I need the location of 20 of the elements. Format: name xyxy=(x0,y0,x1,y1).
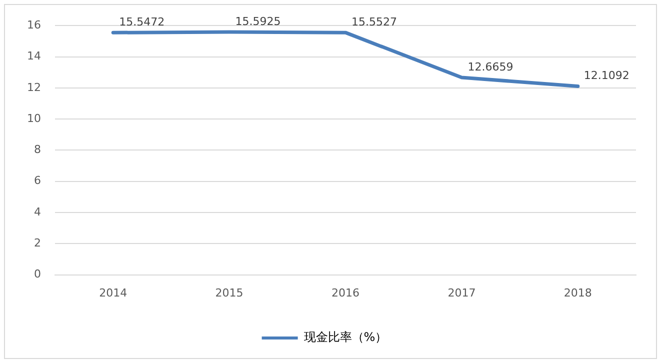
y-tick-label: 12 xyxy=(26,80,41,94)
y-tick-label: 4 xyxy=(34,205,41,218)
x-tick-label: 2014 xyxy=(99,286,128,300)
y-tick-label: 6 xyxy=(34,174,41,188)
y-tick-label: 16 xyxy=(26,18,41,32)
y-tick-label: 10 xyxy=(26,112,41,125)
y-tick-label: 14 xyxy=(26,50,41,63)
y-tick-label: 0 xyxy=(34,268,41,281)
x-tick-label: 2015 xyxy=(215,286,244,300)
data-label: 15.5472 xyxy=(119,16,165,29)
x-tick-label: 2016 xyxy=(332,286,360,300)
legend-label: 现金比率（%） xyxy=(304,330,388,344)
data-label: 15.5925 xyxy=(235,14,281,28)
data-label: 12.6659 xyxy=(468,60,514,74)
data-label: 12.1092 xyxy=(584,69,630,82)
y-tick-label: 2 xyxy=(34,236,41,250)
y-tick-label: 8 xyxy=(34,143,41,156)
x-tick-label: 2018 xyxy=(564,286,592,300)
x-tick-label: 2017 xyxy=(448,286,476,300)
data-label: 15.5527 xyxy=(352,15,397,28)
